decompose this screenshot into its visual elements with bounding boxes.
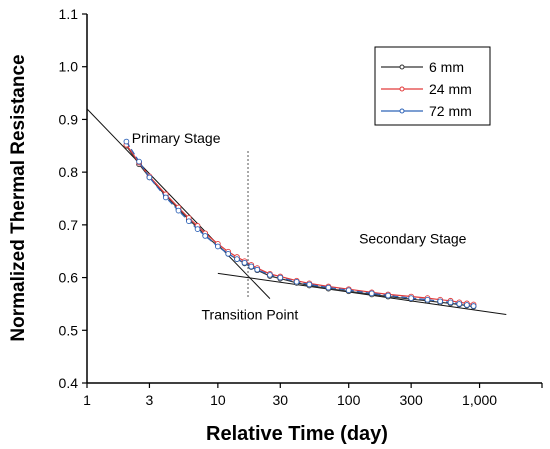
data-point [194, 226, 201, 232]
data-point [136, 158, 142, 165]
data-point [306, 281, 313, 288]
y-tick-label: 0.4 [59, 375, 79, 391]
y-tick-label: 0.8 [59, 164, 79, 180]
legend-marker-24mm [399, 86, 405, 92]
y-tick-label: 0.6 [59, 270, 79, 286]
x-ticks: 1 3 10 30 100 300 1,000 [83, 383, 543, 408]
y-tick-label: 0.5 [59, 322, 79, 338]
data-point [437, 298, 444, 305]
data-point [447, 299, 454, 306]
data-point [185, 218, 192, 225]
y-ticks: 0.4 0.5 0.6 0.7 0.8 0.9 1.0 1.1 [59, 6, 87, 391]
legend-marker-6mm [399, 64, 405, 70]
data-point [408, 295, 414, 301]
x-axis-title: Relative Time (day) [206, 423, 388, 445]
data-point [345, 287, 352, 294]
data-point [234, 256, 240, 262]
data-point [368, 290, 375, 297]
data-point [293, 278, 300, 285]
data-point [325, 284, 332, 291]
data-point [267, 272, 273, 278]
data-point [277, 274, 284, 281]
data-point [254, 266, 261, 273]
legend-item-6mm: 6 mm [381, 59, 464, 75]
data-point [175, 207, 182, 214]
annotation-secondary-stage: Secondary Stage [359, 230, 467, 246]
data-point [215, 243, 221, 250]
fit-lines [86, 108, 507, 315]
data-point [470, 303, 477, 309]
x-tick-label: 30 [273, 392, 289, 408]
series-0 [123, 142, 477, 310]
series-group [123, 138, 477, 310]
legend-item-24mm: 24 mm [381, 81, 472, 97]
data-point [146, 174, 153, 181]
y-tick-label: 1.1 [59, 6, 79, 22]
x-tick-label: 100 [337, 392, 361, 408]
data-point [385, 292, 391, 299]
fit-line-1 [86, 108, 271, 300]
legend-label-6mm: 6 mm [429, 59, 464, 75]
x-tick-label: 1,000 [462, 392, 497, 408]
legend-marker-72mm [399, 108, 405, 114]
data-point [248, 263, 255, 270]
x-tick-label: 3 [146, 392, 154, 408]
legend-box [374, 46, 491, 126]
data-point [424, 296, 431, 303]
y-tick-label: 1.0 [59, 59, 79, 75]
series-2 [123, 138, 477, 309]
x-tick-label: 300 [399, 392, 423, 408]
y-tick-label: 0.7 [59, 217, 79, 233]
x-tick-label: 10 [210, 392, 226, 408]
data-point [456, 301, 463, 307]
legend-label-72mm: 72 mm [429, 103, 472, 119]
series-line [125, 144, 474, 306]
fit-line-2 [217, 272, 507, 315]
legend-item-72mm: 72 mm [381, 103, 472, 119]
x-tick-label: 1 [83, 392, 91, 408]
data-point [225, 251, 232, 257]
legend-label-24mm: 24 mm [429, 81, 472, 97]
data-point [202, 233, 209, 239]
data-point [241, 259, 248, 266]
annotation-transition-point: Transition Point [202, 307, 299, 323]
data-point [464, 302, 470, 308]
annotation-primary-stage: Primary Stage [132, 130, 221, 146]
y-tick-label: 0.9 [59, 111, 79, 127]
legend: 6 mm 24 mm 72 mm [374, 46, 491, 126]
data-point [162, 194, 169, 201]
data-point [123, 138, 130, 145]
y-axis-title: Normalized Thermal Resistance [8, 54, 29, 341]
